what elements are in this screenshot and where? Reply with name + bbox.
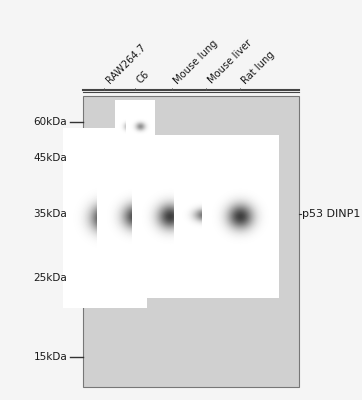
Text: 25kDa: 25kDa [33, 273, 67, 283]
Text: Rat lung: Rat lung [240, 49, 277, 86]
Text: RAW264.7: RAW264.7 [104, 42, 148, 86]
Text: Mouse liver: Mouse liver [206, 38, 254, 86]
Text: C6: C6 [135, 69, 152, 86]
Text: p53 DINP1: p53 DINP1 [302, 209, 361, 219]
Text: Mouse lung: Mouse lung [172, 38, 220, 86]
Text: 45kDa: 45kDa [33, 153, 67, 163]
Text: 60kDa: 60kDa [34, 117, 67, 127]
FancyBboxPatch shape [83, 96, 299, 387]
Text: 15kDa: 15kDa [33, 352, 67, 362]
Text: 35kDa: 35kDa [33, 209, 67, 219]
